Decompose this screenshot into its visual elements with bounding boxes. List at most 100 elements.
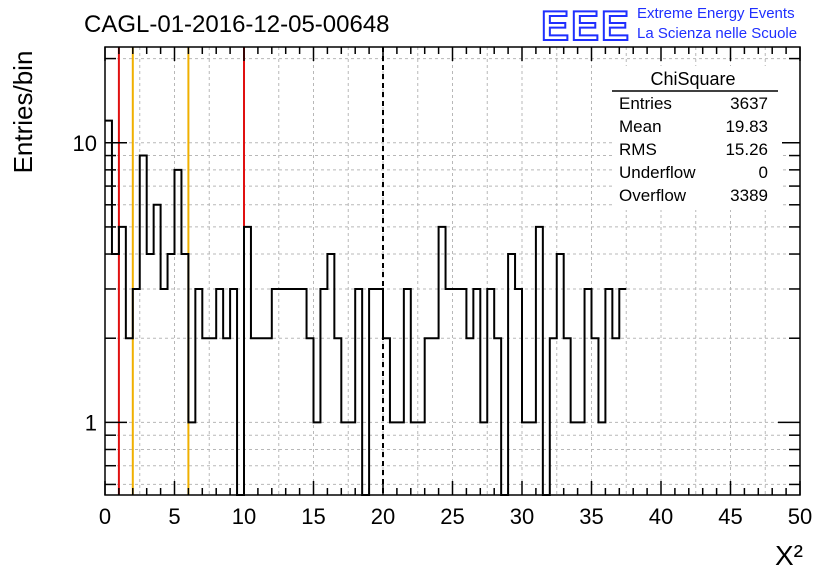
histogram-bin (307, 338, 314, 495)
plot-frame (104, 46, 801, 496)
stats-value-mean: 19.83 (725, 117, 768, 136)
y-axis-label: Entries/bin (8, 51, 38, 174)
histogram-bin (571, 422, 578, 495)
histogram-bin (619, 289, 626, 495)
y-tick-label: 10 (73, 131, 97, 156)
x-tick-label: 20 (371, 504, 395, 529)
x-axis-label: X² (775, 540, 803, 571)
histogram-bin (383, 338, 390, 495)
histogram-bin (605, 289, 612, 495)
histogram-bin (564, 338, 571, 495)
histogram-bin (592, 338, 599, 495)
histogram-bin (439, 227, 446, 495)
histogram-bin (279, 289, 286, 495)
histogram-bin (126, 338, 133, 495)
histogram-bin (341, 422, 348, 495)
histogram-bin (168, 254, 175, 495)
stats-box-background (612, 66, 782, 210)
histogram-bin (473, 289, 480, 495)
histogram-bin (446, 289, 453, 495)
chart-title: CAGL-01-2016-12-05-00648 (84, 11, 390, 38)
histogram-bin (251, 338, 258, 495)
histogram-bin (425, 338, 432, 495)
histogram-bin (181, 254, 188, 495)
stats-value-overflow: 3389 (730, 186, 768, 205)
histogram-bin (355, 289, 362, 495)
stats-label-underflow: Underflow (619, 163, 696, 182)
y-tick-label: 1 (85, 410, 97, 435)
stats-label-overflow: Overflow (619, 186, 687, 205)
histogram-bin (418, 422, 425, 495)
histogram-bin (154, 205, 161, 495)
histogram-bin (404, 289, 411, 495)
x-tick-label: 50 (788, 504, 812, 529)
histogram-bin (508, 254, 515, 495)
histogram-bin (529, 422, 536, 495)
histogram-bin (334, 338, 341, 495)
histogram-bin (140, 156, 147, 495)
histogram-bin (390, 422, 397, 495)
stats-value-rms: 15.26 (725, 140, 768, 159)
histogram-bin (612, 338, 619, 495)
histogram-bin (258, 338, 265, 495)
histogram-bin (112, 254, 119, 495)
axis-ticks: 0 5 10 15 20 25 30 35 40 45 50 1 10 (73, 47, 812, 529)
histogram-bin (230, 289, 237, 495)
stats-box: ChiSquare Entries 3637 Mean 19.83 RMS 15… (612, 66, 782, 210)
stats-label-mean: Mean (619, 117, 662, 136)
histogram-bin (188, 422, 195, 495)
histogram-bin (598, 422, 605, 495)
histogram-bin (494, 338, 501, 495)
histogram-bin (272, 289, 279, 495)
histogram-bin (411, 422, 418, 495)
histogram-bin (293, 289, 300, 495)
histogram-bin (327, 254, 334, 495)
histogram-bin (147, 254, 154, 495)
histogram-bin (397, 422, 404, 495)
histogram-bin (223, 338, 230, 495)
x-tick-label: 35 (579, 504, 603, 529)
stats-label-entries: Entries (619, 94, 672, 113)
histogram-bin (376, 289, 383, 495)
histogram-bin (314, 422, 321, 495)
histogram-bin (300, 289, 307, 495)
histogram-bin (161, 289, 168, 495)
x-tick-label: 10 (232, 504, 256, 529)
x-tick-label: 40 (649, 504, 673, 529)
histogram-bin (480, 422, 487, 495)
histogram-bin (265, 338, 272, 495)
x-tick-label: 5 (168, 504, 180, 529)
histogram-bin (585, 289, 592, 495)
histogram-bin (550, 338, 557, 495)
histogram-bin (369, 289, 376, 495)
histogram-bin (175, 170, 182, 495)
histogram-bin (557, 254, 564, 495)
x-tick-label: 0 (99, 504, 111, 529)
histogram-bin (487, 289, 494, 495)
histogram-bin (216, 289, 223, 495)
histogram-bin (195, 289, 202, 495)
logo-line-2: La Scienza nelle Scuole (637, 25, 797, 42)
histogram-bin (320, 289, 327, 495)
histogram-bin (119, 227, 126, 495)
stats-label-rms: RMS (619, 140, 657, 159)
x-tick-label: 15 (301, 504, 325, 529)
histogram-bin (348, 422, 355, 495)
histogram-bin (536, 227, 543, 495)
histogram-bin (515, 289, 522, 495)
logo-line-1: Extreme Energy Events (637, 5, 795, 22)
histogram-bin (286, 289, 293, 495)
histogram-bin (466, 338, 473, 495)
x-tick-label: 30 (510, 504, 534, 529)
histogram-bin (244, 227, 251, 495)
x-tick-label: 25 (440, 504, 464, 529)
histogram-bin (453, 289, 460, 495)
stats-value-underflow: 0 (759, 163, 768, 182)
x-tick-label: 45 (718, 504, 742, 529)
stats-header: ChiSquare (650, 69, 735, 89)
eee-logo: EEE (541, 2, 631, 49)
histogram-bin (432, 338, 439, 495)
histogram-bin (202, 338, 209, 495)
